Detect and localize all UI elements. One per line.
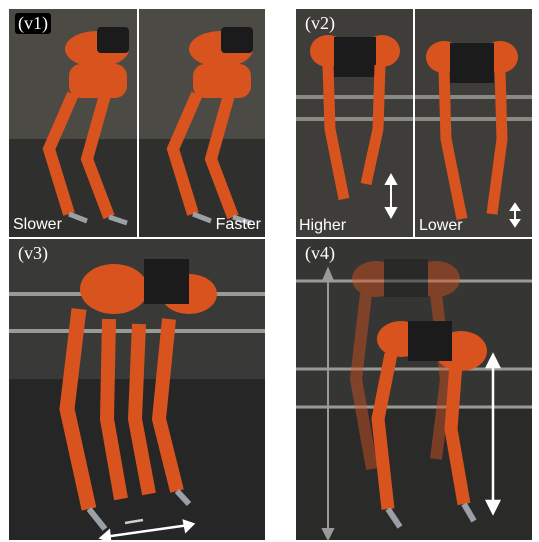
caption-higher: Higher	[299, 217, 347, 234]
caption-slower: Slower	[13, 216, 62, 233]
panel-v2: (v2) Higher Lower	[296, 9, 532, 237]
jump-arrow	[484, 352, 502, 516]
panel-tag: (v1)	[15, 13, 51, 34]
panel-v3: (v3)	[9, 239, 265, 540]
panel-v1-scene	[9, 9, 265, 237]
stance-arrow	[98, 518, 196, 540]
caption-faster: Faster	[215, 216, 261, 233]
robot-lower	[426, 41, 518, 221]
robot-wide-stance	[59, 259, 217, 531]
robot-jump	[371, 321, 487, 529]
robot-higher	[310, 35, 400, 201]
panel-v4-scene	[296, 239, 532, 540]
jump-arrow-ghost	[321, 266, 335, 540]
panel-v4: (v4)	[296, 239, 532, 540]
height-arrow-large	[384, 172, 398, 220]
panel-v3-scene	[9, 239, 265, 540]
height-arrow-small	[509, 202, 521, 228]
robot-right	[166, 27, 253, 226]
robot-left	[42, 27, 129, 226]
panel-tag: (v4)	[305, 243, 335, 263]
panel-v2-scene	[296, 9, 532, 237]
panel-v1: (v1) Slower Faster	[9, 9, 265, 237]
panel-tag: (v2)	[305, 13, 335, 33]
caption-lower: Lower	[419, 217, 463, 234]
panel-tag: (v3)	[18, 243, 48, 263]
